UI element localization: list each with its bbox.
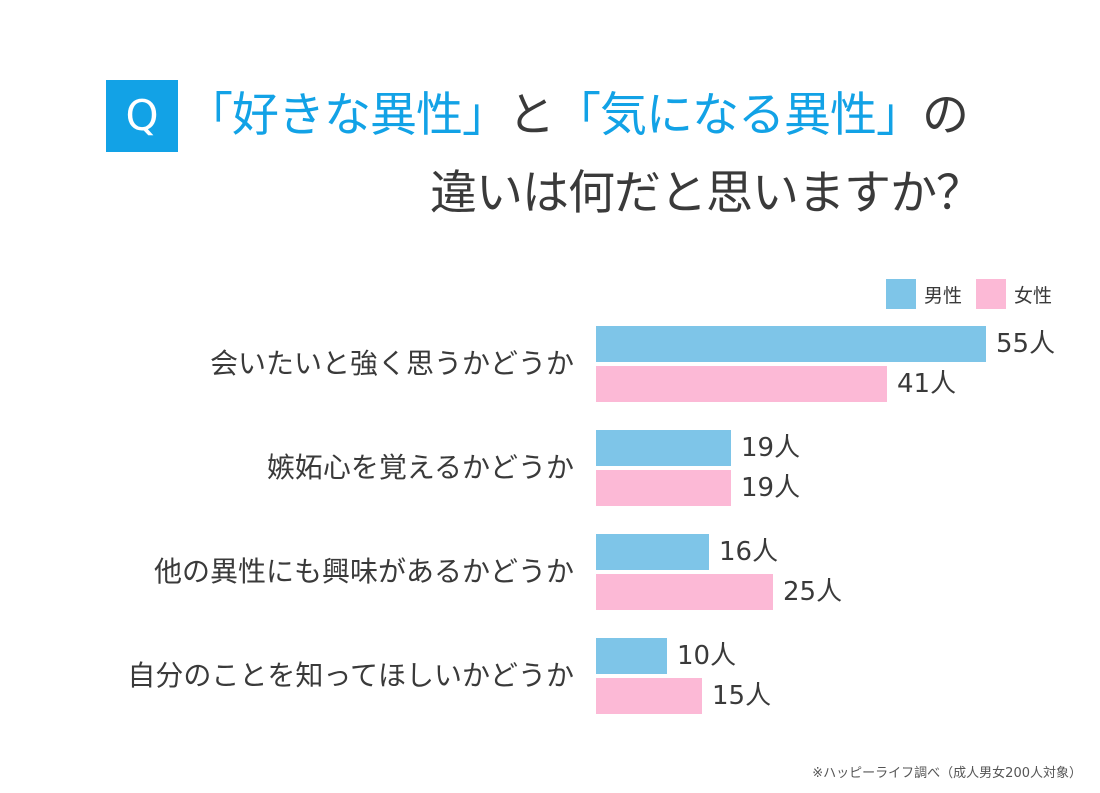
bar-female <box>596 574 773 610</box>
legend-item-female: 女性 <box>976 279 1052 309</box>
data-label-male: 10人 <box>677 641 737 671</box>
title-part-1: 「好きな異性」 <box>186 88 509 143</box>
legend-label-male: 男性 <box>924 284 963 307</box>
title-part-3: 「気になる異性」 <box>554 88 923 143</box>
title-part-2: と <box>508 88 555 143</box>
legend-swatch-female <box>976 279 1007 309</box>
bar-male <box>596 430 731 466</box>
bar-female <box>596 366 887 402</box>
data-label-female: 19人 <box>741 473 801 503</box>
title-part-4: の <box>922 88 969 143</box>
data-label-male: 19人 <box>741 433 801 463</box>
data-label-male: 16人 <box>719 537 779 567</box>
data-label-female: 41人 <box>897 369 957 399</box>
data-label-male: 55人 <box>996 329 1056 359</box>
bar-female <box>596 470 731 506</box>
bar-male <box>596 638 667 674</box>
data-label-female: 25人 <box>783 577 843 607</box>
bar-female <box>596 678 702 714</box>
legend-label-female: 女性 <box>1014 284 1053 307</box>
bar-male <box>596 326 986 362</box>
category-label: 嫉妬心を覚えるかどうか <box>266 451 574 484</box>
page-title-line1: 「好きな異性」と「気になる異性」の <box>186 80 969 152</box>
page-title-line2: 違いは何だと思いますか？ <box>430 166 983 221</box>
legend-item-male: 男性 <box>886 279 962 309</box>
data-label-female: 15人 <box>712 681 772 711</box>
title-area: Q 「好きな異性」と「気になる異性」の 違いは何だと思いますか？ <box>0 0 1100 240</box>
category-label: 自分のことを知ってほしいかどうか <box>127 659 574 692</box>
category-label: 会いたいと強く思うかどうか <box>209 347 574 380</box>
category-label: 他の異性にも興味があるかどうか <box>153 555 574 588</box>
chart-legend: 男性 女性 <box>886 279 1066 309</box>
source-note: ※ハッピーライフ調べ（成人男女200人対象） <box>812 766 1082 781</box>
bar-male <box>596 534 709 570</box>
question-badge: Q <box>106 80 178 152</box>
legend-swatch-male <box>886 279 916 309</box>
